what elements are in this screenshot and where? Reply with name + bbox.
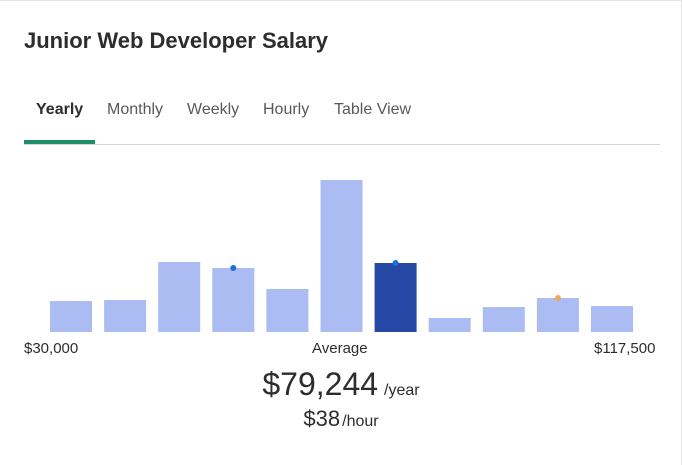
hourly-salary: $38/hour bbox=[0, 406, 682, 432]
salary-period-tabs: Yearly Monthly Weekly Hourly Table View bbox=[24, 94, 660, 145]
average-salary-bar[interactable] bbox=[374, 263, 417, 332]
yearly-salary-unit: /year bbox=[384, 382, 420, 399]
salary-bar[interactable] bbox=[536, 298, 579, 332]
salary-distribution-chart bbox=[50, 180, 633, 332]
salary-bar[interactable] bbox=[320, 180, 363, 332]
tab-hourly[interactable]: Hourly bbox=[263, 101, 310, 118]
top-border bbox=[0, 0, 682, 1]
tab-yearly[interactable]: Yearly bbox=[36, 101, 84, 118]
salary-bar[interactable] bbox=[104, 300, 147, 332]
max-salary-label: $117,500 bbox=[594, 340, 656, 357]
salary-bar[interactable] bbox=[266, 289, 309, 332]
tab-table-view[interactable]: Table View bbox=[334, 101, 412, 118]
salary-bar[interactable] bbox=[428, 318, 471, 332]
active-tab-indicator bbox=[24, 140, 95, 144]
average-label: Average bbox=[312, 340, 368, 357]
salary-bar[interactable] bbox=[212, 268, 255, 332]
yearly-salary-value: $79,244 bbox=[262, 366, 379, 402]
tab-weekly[interactable]: Weekly bbox=[187, 101, 240, 118]
bar-marker-dot bbox=[230, 265, 237, 271]
hourly-salary-unit: /hour bbox=[342, 413, 379, 430]
yearly-salary: $79,244/year bbox=[0, 366, 682, 403]
salary-bar[interactable] bbox=[50, 301, 92, 332]
min-salary-label: $30,000 bbox=[24, 340, 79, 357]
salary-bar[interactable] bbox=[591, 306, 633, 332]
bar-marker-dot bbox=[554, 295, 561, 301]
salary-bar[interactable] bbox=[158, 262, 201, 332]
page-title: Junior Web Developer Salary bbox=[24, 28, 329, 53]
tab-monthly[interactable]: Monthly bbox=[107, 101, 164, 118]
salary-bar[interactable] bbox=[482, 307, 525, 332]
bar-marker-dot bbox=[392, 260, 399, 266]
hourly-salary-value: $38 bbox=[303, 406, 341, 431]
